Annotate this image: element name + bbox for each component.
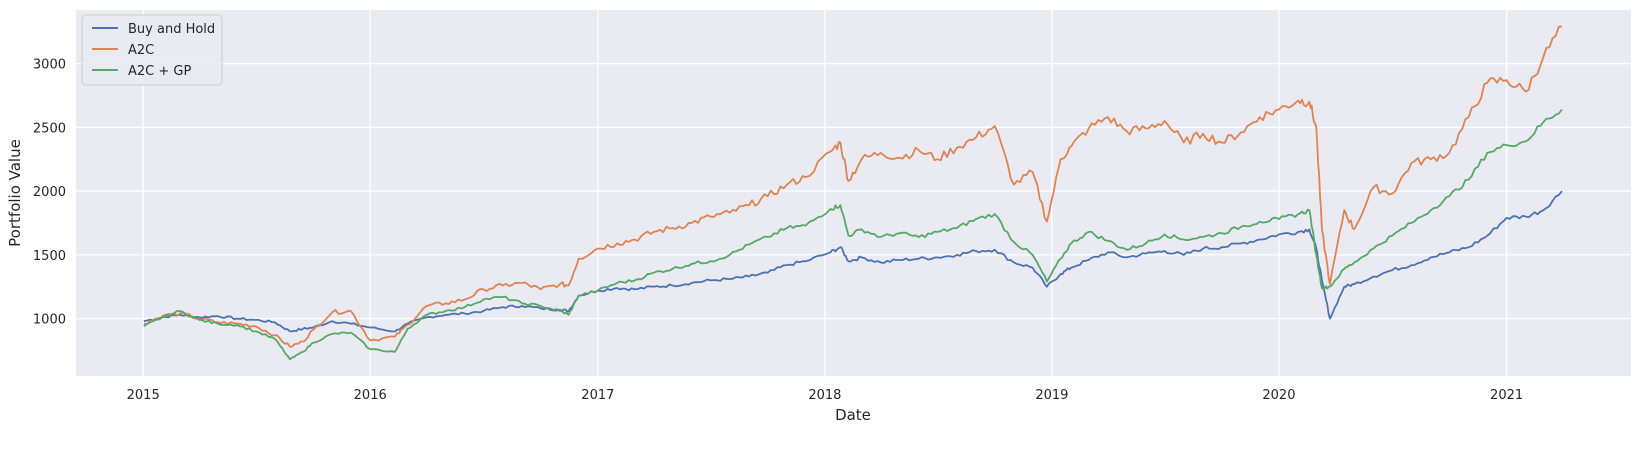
plot-background: [76, 10, 1631, 376]
x-tick-label: 2017: [581, 388, 614, 403]
x-tick-label: 2016: [354, 388, 387, 403]
y-axis-label: Portfolio Value: [6, 139, 24, 247]
legend-label: A2C: [128, 43, 154, 58]
y-tick-label: 3000: [33, 58, 66, 73]
series-line-a2c: [143, 25, 1562, 348]
x-tick-label: 2018: [808, 388, 841, 403]
x-tick-label: 2021: [1490, 388, 1523, 403]
legend: Buy and Hold A2C A2C + GP: [81, 14, 223, 86]
y-tick-label: 1500: [33, 249, 66, 264]
legend-label: A2C + GP: [128, 64, 191, 79]
x-axis-ticks: 2015 2016 2017 2018 2019 2020 2021: [127, 388, 1524, 403]
series-line-a2c-gp: [143, 108, 1563, 361]
x-tick-label: 2020: [1262, 388, 1295, 403]
gridlines: [76, 10, 1631, 376]
y-tick-label: 1000: [33, 313, 66, 328]
x-tick-label: 2019: [1035, 388, 1068, 403]
series-lines: [143, 25, 1563, 361]
legend-box: [81, 14, 223, 86]
y-axis-ticks: 1000 1500 2000 2500 3000: [33, 58, 66, 328]
legend-label: Buy and Hold: [128, 22, 215, 37]
y-tick-label: 2500: [33, 121, 66, 136]
x-axis-label: Date: [835, 406, 871, 424]
series-line-buy-and-hold: [143, 190, 1563, 333]
x-tick-label: 2015: [127, 388, 160, 403]
y-tick-label: 2000: [33, 185, 66, 200]
